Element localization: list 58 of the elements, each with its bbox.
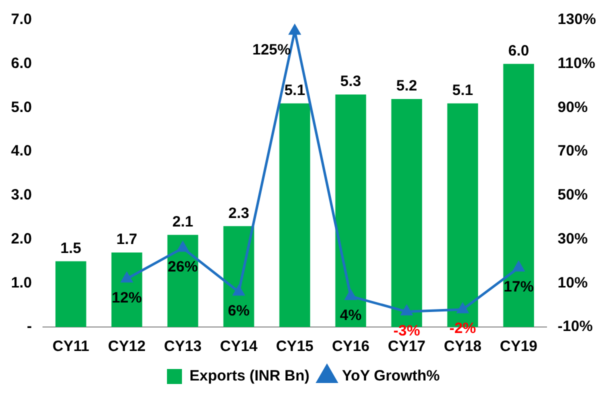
data-label: 5.2: [396, 78, 418, 95]
data-label: 17%: [504, 278, 534, 296]
y2-tick-label: -10%: [558, 318, 593, 336]
bar: [503, 64, 534, 327]
y2-tick-label: 70%: [558, 142, 588, 160]
bar: [223, 226, 254, 327]
y2-tick-label: 10%: [558, 274, 588, 292]
data-label: 6.0: [508, 42, 530, 60]
bar: [391, 98, 422, 327]
data-label: 2.3: [228, 204, 250, 222]
x-tick-label: CY13: [164, 338, 202, 356]
bar: [279, 103, 310, 327]
data-label: 4%: [340, 306, 362, 324]
point: [121, 272, 132, 283]
bar: [55, 261, 86, 327]
y-tick-label: 4.0: [10, 142, 32, 160]
x-tick-label: CY19: [500, 338, 538, 356]
y2-tick-label: 90%: [558, 98, 588, 116]
point: [177, 242, 188, 252]
y-tick-label: 1.0: [10, 274, 32, 292]
y-tick-label: 7.0: [10, 11, 32, 28]
data-label: 5.1: [284, 82, 306, 99]
x-tick-label: CY14: [220, 338, 258, 356]
y-tick-label: 3.0: [10, 186, 32, 204]
legend-label: Exports (INR Bn): [189, 368, 310, 385]
x-tick-label: CY11: [52, 338, 90, 356]
point: [457, 303, 468, 314]
point: [401, 305, 412, 316]
y-tick-label: -: [26, 318, 32, 336]
point: [513, 262, 524, 272]
y-tick-label: 2.0: [10, 230, 32, 248]
data-label: 26%: [168, 258, 198, 276]
x-tick-label: CY12: [108, 338, 146, 356]
bar: [111, 252, 142, 327]
y-tick-label: 6.0: [10, 55, 32, 72]
x-tick-label: CY18: [444, 338, 482, 356]
bar: [167, 234, 198, 327]
data-label: 1.5: [60, 240, 82, 257]
data-label: 12%: [112, 289, 142, 306]
x-tick-label: CY15: [276, 338, 314, 356]
y2-tick-label: 50%: [558, 186, 588, 204]
y2-tick-label: 130%: [558, 11, 596, 28]
bar: [335, 94, 366, 327]
data-label: 1.7: [116, 231, 138, 248]
y2-tick-label: 110%: [558, 55, 596, 72]
data-label: 5.3: [340, 73, 362, 90]
y2-tick-label: 30%: [558, 230, 588, 248]
point: [233, 286, 244, 296]
x-tick-label: CY16: [332, 338, 370, 356]
data-label: 5.1: [452, 82, 474, 99]
data-label: 6%: [228, 302, 250, 320]
y-tick-label: 5.0: [10, 98, 32, 116]
data-label: -3%: [393, 322, 420, 340]
point: [289, 24, 300, 35]
data-label: 2.1: [172, 214, 194, 231]
x-tick-label: CY17: [388, 338, 426, 356]
point: [345, 290, 356, 300]
legend-label: YoY Growth%: [342, 368, 440, 385]
